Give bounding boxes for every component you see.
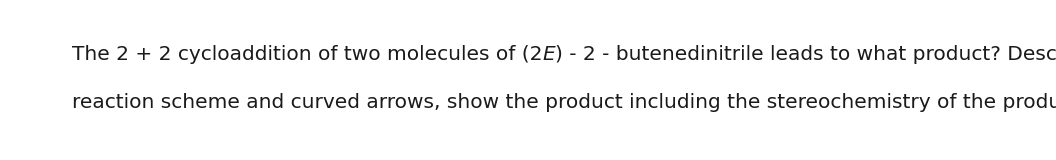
Text: E: E	[543, 45, 555, 64]
Text: The 2 + 2 cycloaddition of two molecules of (2: The 2 + 2 cycloaddition of two molecules…	[72, 45, 543, 64]
Text: ) - 2 - butenedinitrile leads to what product? Describe this process using a: ) - 2 - butenedinitrile leads to what pr…	[555, 45, 1056, 64]
Text: reaction scheme and curved arrows, show the product including the stereochemistr: reaction scheme and curved arrows, show …	[72, 92, 1056, 112]
